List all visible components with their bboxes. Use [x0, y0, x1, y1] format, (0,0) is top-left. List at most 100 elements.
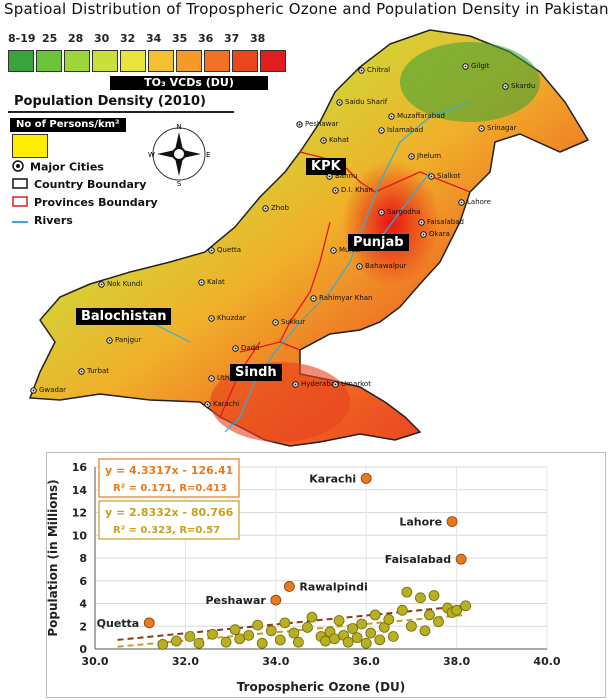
- city-label: Umarkot: [332, 380, 371, 388]
- data-point-labeled: [283, 581, 295, 592]
- data-point-labeled: [446, 516, 458, 527]
- city-marker-icon: [272, 318, 279, 326]
- ozone-unit-label: TO₃ VCDs (DU): [110, 76, 268, 90]
- city-label: Saidu Sharif: [336, 98, 387, 106]
- city-marker-icon: [378, 126, 385, 134]
- data-point: [157, 639, 169, 650]
- region-label-balochistan: Balochistan: [76, 308, 172, 325]
- city-marker-icon: [358, 66, 365, 74]
- data-point: [234, 633, 246, 645]
- city-label: Dadu: [232, 344, 260, 352]
- ozone-swatch: [64, 50, 90, 72]
- region-label-punjab: Punjab: [348, 234, 409, 251]
- legend-divider: [8, 111, 234, 113]
- city-marker-icon: [408, 152, 415, 160]
- city-label: Khuzdar: [208, 314, 246, 322]
- data-point: [320, 635, 331, 647]
- data-point: [369, 609, 381, 621]
- r2-olive: R² = 0.323, R=0.57: [113, 525, 220, 536]
- province-boundaries: [219, 151, 471, 418]
- ozone-tick: 25: [42, 32, 58, 45]
- data-point: [351, 632, 363, 644]
- city-label: Panjgur: [106, 336, 141, 344]
- y-axis-label: Population (in Millions): [47, 479, 60, 636]
- city-marker-icon: [310, 294, 317, 302]
- data-point: [170, 635, 182, 647]
- data-point: [374, 634, 386, 646]
- city-label: Kohat: [320, 136, 349, 144]
- legend-country-boundary-label: Country Boundary: [34, 178, 147, 191]
- city-label: Okara: [420, 230, 450, 238]
- city-marker-icon: [292, 380, 299, 388]
- data-point: [383, 614, 395, 625]
- ozone-swatch: [8, 50, 34, 72]
- city-label: D.I. Khan: [332, 186, 373, 194]
- ozone-tick-labels: 8-19 25 28 30 32 34 35 36 37 38: [8, 32, 268, 46]
- city-marker-icon: [106, 336, 113, 344]
- ozone-swatch: [120, 50, 146, 72]
- data-point: [387, 631, 399, 642]
- city-label: Peshawar: [296, 120, 339, 128]
- ozone-tick: 34: [146, 32, 162, 45]
- x-tick-label: 32.0: [172, 655, 199, 668]
- x-tick-label: 38.0: [443, 655, 470, 668]
- x-tick-label: 40.0: [533, 655, 560, 668]
- data-point: [292, 636, 304, 648]
- ozone-tick: 28: [68, 32, 84, 45]
- data-point: [360, 637, 372, 649]
- point-label: Lahore: [399, 516, 442, 529]
- city-marker-icon: [98, 280, 105, 288]
- data-point: [243, 629, 255, 641]
- y-tick-label: 8: [79, 552, 87, 565]
- y-tick-label: 0: [79, 643, 87, 656]
- equation-olive: y = 2.8332x - 80.766: [105, 506, 234, 519]
- city-label: Lahore: [458, 198, 491, 206]
- city-marker-icon: [332, 380, 339, 388]
- y-tick-label: 4: [79, 598, 87, 611]
- city-label: Rahimyar Khan: [310, 294, 373, 302]
- ozone-swatch: [92, 50, 118, 72]
- ozone-swatch: [148, 50, 174, 72]
- city-label: Hyderabad: [292, 380, 340, 388]
- data-point: [274, 634, 286, 646]
- city-label: Skardu: [502, 82, 535, 90]
- x-tick-label: 36.0: [353, 655, 380, 668]
- city-marker-icon: [320, 136, 327, 144]
- equation-box-olive: [98, 500, 240, 540]
- city-label: Jhelum: [408, 152, 441, 160]
- population-unit-label: No of Persons/km²: [10, 118, 126, 132]
- city-label: Srinagar: [478, 124, 517, 132]
- compass-e: E: [206, 151, 210, 159]
- ozone-swatch: [260, 50, 286, 72]
- y-tick-label: 10: [72, 529, 88, 542]
- data-point-labeled: [455, 553, 467, 565]
- data-point: [252, 619, 264, 631]
- city-marker-icon: [262, 204, 269, 212]
- legend-major-cities: Major Cities: [12, 160, 104, 175]
- city-marker-icon: [30, 386, 37, 394]
- city-marker-icon: [502, 82, 509, 90]
- page-title: Spatioal Distribution of Tropospheric Oz…: [4, 0, 609, 18]
- ozone-tick: 35: [172, 32, 188, 45]
- city-marker-icon: [330, 246, 337, 254]
- city-marker-icon: [326, 172, 333, 180]
- data-point: [451, 604, 463, 616]
- compass-w: W: [148, 151, 155, 159]
- ozone-tick: 36: [198, 32, 214, 45]
- river-swatch: [12, 215, 28, 228]
- city-marker-icon: [378, 208, 385, 216]
- region-label-sindh: Sindh: [230, 364, 282, 381]
- city-label: Sialkot: [428, 172, 460, 180]
- city-marker-icon: [388, 112, 395, 120]
- legend-major-cities-label: Major Cities: [30, 160, 104, 174]
- city-label: Quetta: [208, 246, 241, 254]
- x-tick-label: 34.0: [262, 655, 289, 668]
- city-label: Kalat: [198, 278, 225, 286]
- city-marker-icon: [332, 186, 339, 194]
- ozone-tick: 8-19: [8, 32, 36, 45]
- legend-provinces-boundary-label: Provinces Boundary: [34, 196, 158, 209]
- y-tick-label: 16: [72, 461, 88, 474]
- data-point-labeled: [360, 472, 372, 484]
- region-label-kpk: KPK: [306, 158, 346, 175]
- city-label: Nok Kundi: [98, 280, 142, 288]
